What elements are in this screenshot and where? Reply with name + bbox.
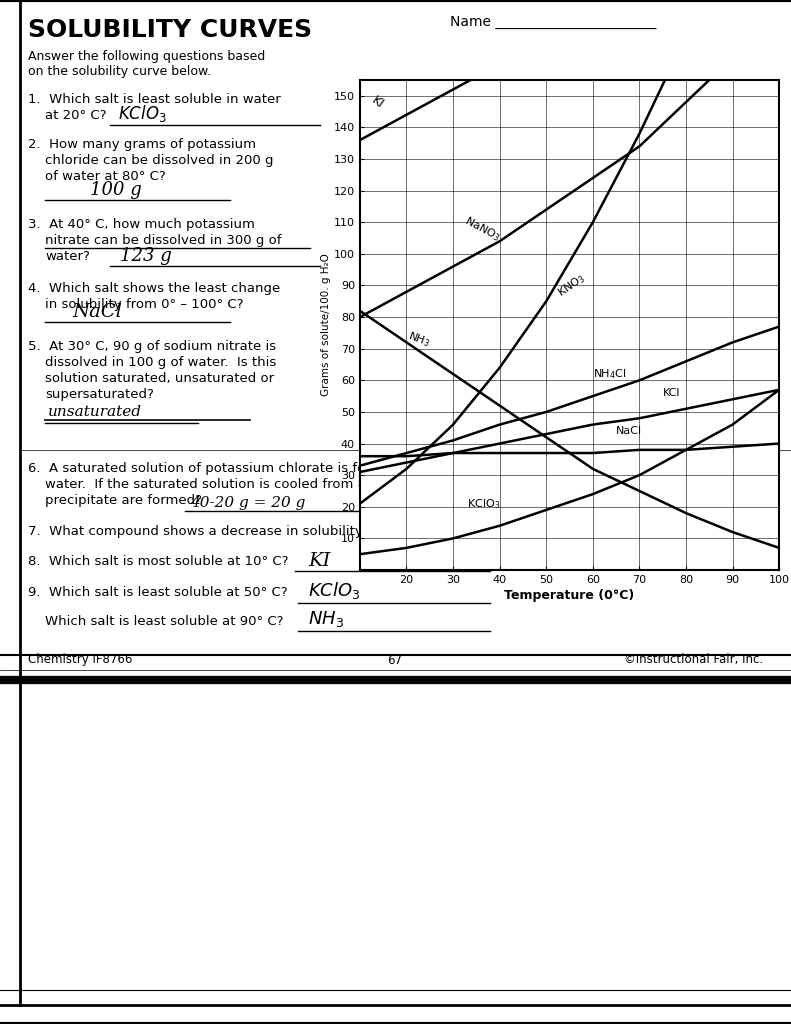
- Text: Chemistry IF8766: Chemistry IF8766: [28, 653, 132, 667]
- Text: $NH_3$: $NH_3$: [480, 519, 519, 540]
- Text: on the solubility curve below.: on the solubility curve below.: [28, 65, 211, 78]
- Text: Answer the following questions based: Answer the following questions based: [28, 50, 265, 63]
- Y-axis label: Grams of solute/100. g H₂O: Grams of solute/100. g H₂O: [321, 254, 331, 396]
- Text: solution saturated, unsaturated or: solution saturated, unsaturated or: [45, 372, 274, 385]
- Text: 123 g: 123 g: [120, 247, 172, 265]
- Text: Which salt is least soluble at 90° C?: Which salt is least soluble at 90° C?: [45, 615, 283, 628]
- Text: dissolved in 100 g of water.  Is this: dissolved in 100 g of water. Is this: [45, 356, 276, 369]
- Text: unsaturated: unsaturated: [48, 406, 142, 419]
- Text: NaCl: NaCl: [72, 303, 122, 321]
- Text: nitrate can be dissolved in 300 g of: nitrate can be dissolved in 300 g of: [45, 234, 282, 247]
- Text: 1.  Which salt is least soluble in water: 1. Which salt is least soluble in water: [28, 93, 281, 106]
- Text: chloride can be dissolved in 200 g: chloride can be dissolved in 200 g: [45, 154, 274, 167]
- Text: 9.  Which salt is least soluble at 50° C?: 9. Which salt is least soluble at 50° C?: [28, 586, 288, 599]
- Text: $KClO_3$: $KClO_3$: [308, 580, 361, 601]
- Text: ©Instructional Fair, Inc.: ©Instructional Fair, Inc.: [624, 653, 763, 667]
- Text: 6.  A saturated solution of potassium chlorate is formed from one hundred grams : 6. A saturated solution of potassium chl…: [28, 462, 588, 475]
- Text: $KClO_3$: $KClO_3$: [118, 103, 167, 124]
- Text: KClO$_3$: KClO$_3$: [467, 497, 500, 511]
- Text: precipitate are formed?: precipitate are formed?: [45, 494, 202, 507]
- Text: in solubility from 0° – 100° C?: in solubility from 0° – 100° C?: [45, 298, 244, 311]
- Text: SOLUBILITY CURVES: SOLUBILITY CURVES: [28, 18, 312, 42]
- Text: 7.  What compound shows a decrease in solubility from 0° to 100° C?: 7. What compound shows a decrease in sol…: [28, 525, 491, 538]
- Text: 3.  At 40° C, how much potassium: 3. At 40° C, how much potassium: [28, 218, 255, 231]
- Text: 40-20 g = 20 g: 40-20 g = 20 g: [190, 496, 305, 510]
- Text: KI: KI: [369, 93, 386, 111]
- Text: KNO$_3$: KNO$_3$: [555, 271, 589, 300]
- Text: KI: KI: [308, 552, 331, 570]
- Text: 67: 67: [388, 653, 403, 667]
- Text: 8.  Which salt is most soluble at 10° C?: 8. Which salt is most soluble at 10° C?: [28, 555, 289, 568]
- Text: NH$_3$: NH$_3$: [407, 329, 433, 349]
- Text: 100 g: 100 g: [90, 181, 142, 199]
- Text: of water at 80° C?: of water at 80° C?: [45, 170, 166, 183]
- Text: water.  If the saturated solution is cooled from 80° C to 50° C, how many grams : water. If the saturated solution is cool…: [45, 478, 594, 490]
- Text: 4.  Which salt shows the least change: 4. Which salt shows the least change: [28, 282, 280, 295]
- Text: $NH_3$: $NH_3$: [308, 609, 344, 629]
- Text: 5.  At 30° C, 90 g of sodium nitrate is: 5. At 30° C, 90 g of sodium nitrate is: [28, 340, 276, 353]
- Text: Name _______________________: Name _______________________: [450, 15, 657, 29]
- Text: NaNO$_3$: NaNO$_3$: [463, 213, 503, 244]
- X-axis label: Temperature (0°C): Temperature (0°C): [505, 589, 634, 602]
- Text: NaCl: NaCl: [616, 426, 642, 436]
- Text: at 20° C?: at 20° C?: [45, 109, 107, 122]
- Text: water?: water?: [45, 250, 90, 263]
- Text: KCl: KCl: [663, 388, 680, 398]
- Text: supersaturated?: supersaturated?: [45, 388, 154, 401]
- Text: 2.  How many grams of potassium: 2. How many grams of potassium: [28, 138, 256, 151]
- Text: NH$_4$Cl: NH$_4$Cl: [592, 367, 626, 381]
